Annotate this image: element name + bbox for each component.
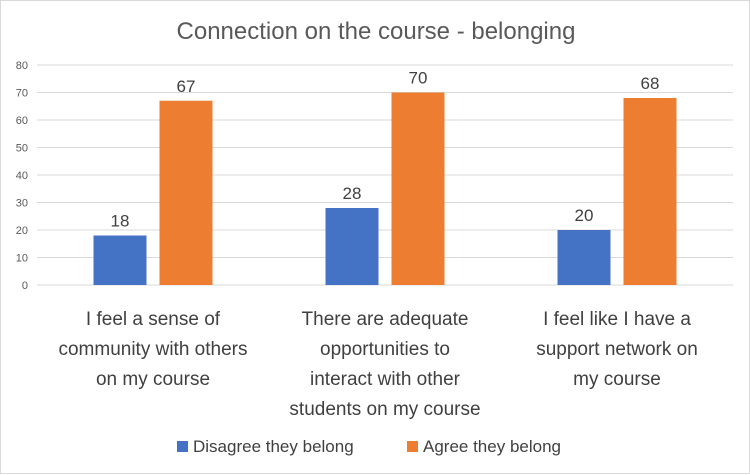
bar-disagree-3	[557, 230, 611, 285]
data-label: 28	[343, 184, 362, 203]
bar-disagree-2	[325, 208, 379, 285]
category-label: my course	[573, 369, 661, 390]
data-label: 20	[575, 206, 594, 225]
data-label: 67	[177, 77, 196, 96]
category-labels: I feel a sense of community with others on…	[58, 309, 697, 420]
category-label: There are adequate	[302, 309, 469, 330]
legend-swatch	[407, 441, 418, 452]
category-label: I feel a sense of	[86, 309, 221, 330]
category-label: I feel like I have a	[543, 309, 691, 330]
legend-label: Disagree they belong	[193, 437, 354, 456]
bar-disagree-1	[93, 235, 147, 285]
chart-title: Connection on the course - belonging	[177, 18, 576, 45]
y-tick-label: 0	[22, 280, 28, 292]
bars	[93, 92, 677, 285]
data-labels: 18 28 20 67 70 68	[111, 69, 660, 231]
category-label: interact with other	[310, 369, 461, 390]
data-label: 18	[111, 212, 130, 231]
y-tick-label: 30	[16, 198, 28, 210]
y-axis: 0 10 20 30 40 50 60 70 80	[16, 60, 28, 292]
bar-agree-1	[159, 100, 213, 285]
category-label: students on my course	[289, 399, 480, 420]
legend: Disagree they belong Agree they belong	[177, 437, 561, 456]
bar-agree-2	[391, 92, 445, 285]
y-tick-label: 60	[16, 115, 28, 127]
category-label: support network on	[536, 339, 698, 360]
data-label: 70	[409, 69, 428, 88]
gridlines	[37, 64, 733, 286]
y-tick-label: 40	[16, 170, 28, 182]
category-label: opportunities to	[320, 339, 450, 360]
legend-label: Agree they belong	[423, 437, 561, 456]
y-tick-label: 20	[16, 225, 28, 237]
data-label: 68	[641, 74, 660, 93]
y-tick-label: 10	[16, 253, 28, 265]
category-label: on my course	[96, 369, 210, 390]
y-tick-label: 70	[16, 88, 28, 100]
y-tick-label: 80	[16, 60, 28, 72]
legend-swatch	[177, 441, 188, 452]
category-label: community with others	[58, 339, 247, 360]
bar-agree-3	[623, 98, 677, 285]
y-tick-label: 50	[16, 143, 28, 155]
